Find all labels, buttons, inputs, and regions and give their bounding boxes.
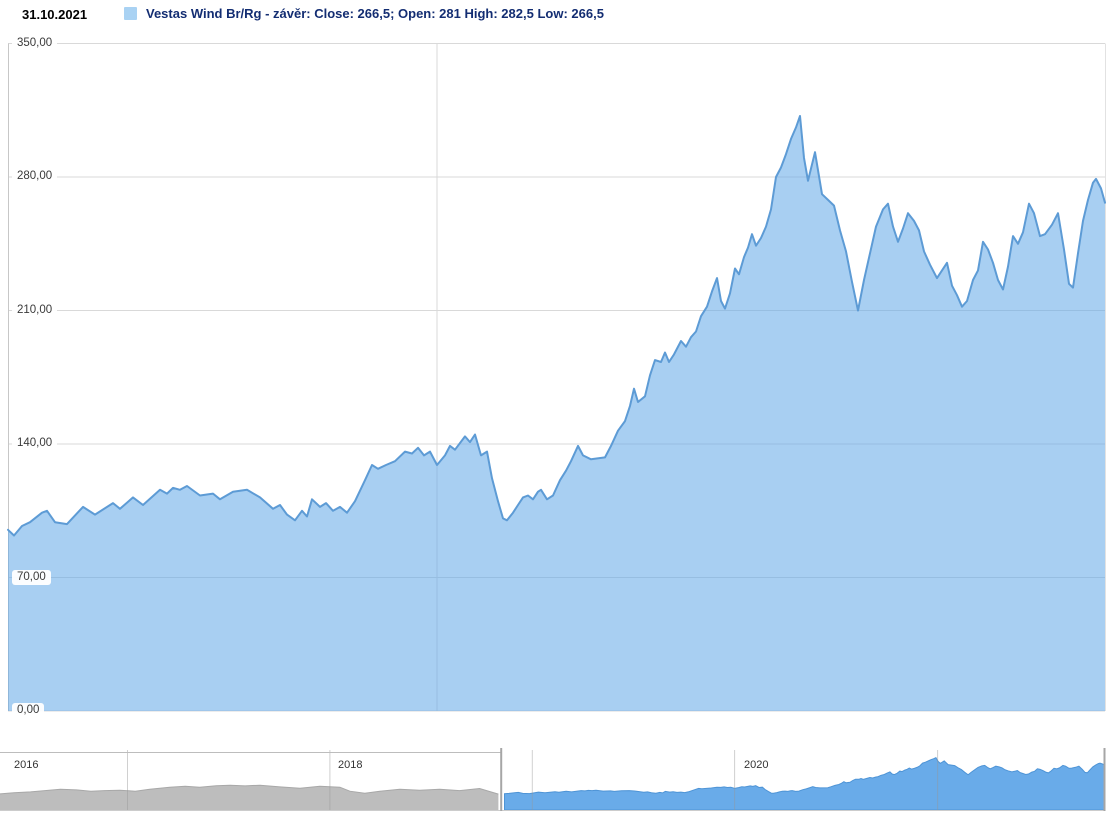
navigator-year-label: 2020 — [744, 759, 769, 771]
y-axis-label: 0,00 — [12, 703, 45, 718]
y-axis-label: 350,00 — [12, 36, 58, 51]
y-axis-label: 280,00 — [12, 169, 58, 184]
legend-label: Vestas Wind Br/Rg - závěr: Close: 266,5;… — [146, 6, 604, 21]
legend-item[interactable]: Vestas Wind Br/Rg - závěr: Close: 266,5;… — [124, 6, 604, 21]
navigator-year-label: 2018 — [338, 759, 363, 771]
navigator-series-selected — [504, 757, 1106, 811]
navigator-year-label: 2016 — [14, 759, 39, 771]
y-axis-label: 140,00 — [12, 436, 58, 451]
date-label: 31.10.2021 — [22, 7, 88, 22]
y-axis-label: 70,00 — [12, 570, 51, 585]
main-chart[interactable] — [0, 0, 1120, 745]
navigator-series-masked — [0, 785, 499, 810]
main-series-area — [8, 116, 1105, 711]
y-axis-label: 210,00 — [12, 303, 58, 318]
legend-swatch-icon — [124, 7, 137, 20]
main-series-line — [7, 115, 1106, 537]
navigator[interactable] — [0, 745, 1120, 817]
navigator-series-masked-line — [0, 784, 499, 795]
